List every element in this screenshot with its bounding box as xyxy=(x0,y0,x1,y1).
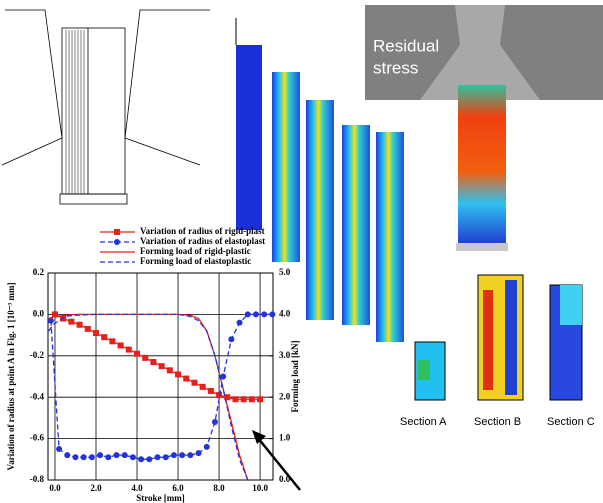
x-tick-label: 0.0 xyxy=(49,483,61,493)
marker xyxy=(142,354,149,361)
y2-tick-label: 5.0 xyxy=(279,267,291,277)
legend-label: Variation of radius of elastoplast xyxy=(140,236,265,246)
legend-marker xyxy=(114,229,120,235)
marker xyxy=(117,342,124,349)
legend-marker xyxy=(114,239,120,245)
y2-tick-label: 0.0 xyxy=(279,474,291,484)
x-tick-label: 10.0 xyxy=(252,483,268,493)
legend-label: Forming load of rigid-plastic xyxy=(140,246,251,256)
y-tick-label: -0.8 xyxy=(30,474,45,484)
marker xyxy=(121,452,128,459)
marker xyxy=(191,379,198,386)
marker xyxy=(261,311,268,318)
marker xyxy=(150,359,157,366)
y2-tick-label: 3.0 xyxy=(279,350,291,360)
marker xyxy=(92,330,99,337)
marker xyxy=(203,443,210,450)
marker xyxy=(154,454,161,461)
marker xyxy=(252,311,259,318)
marker xyxy=(158,363,165,370)
y-tick-label: -0.4 xyxy=(30,391,45,401)
residual-label: stress xyxy=(373,58,418,77)
marker xyxy=(101,334,108,341)
y2-axis-label: Forming load [kN] xyxy=(290,340,300,412)
chart: -0.8 -0.6 -0.4 -0.2 0.0 0.2 0.0 1.0 2.0 3.0 4.0 5.0… xyxy=(6,226,300,503)
marker xyxy=(129,454,136,461)
legend-label: Variation of radius of rigid-plast xyxy=(140,226,265,236)
marker xyxy=(80,454,87,461)
marker xyxy=(88,454,95,461)
marker xyxy=(257,396,264,403)
marker xyxy=(109,338,116,345)
marker xyxy=(195,450,202,457)
x-tick-label: 4.0 xyxy=(131,483,143,493)
section-label: Section B xyxy=(474,416,521,428)
marker xyxy=(51,311,58,318)
marker xyxy=(199,383,206,390)
marker xyxy=(224,394,231,401)
marker xyxy=(84,325,91,332)
marker xyxy=(228,336,235,343)
marker xyxy=(97,452,104,459)
section-images: Section A Section B Section C xyxy=(400,274,595,428)
marker xyxy=(134,350,141,357)
y-axis-label: Variation of radius at point A in Fig. 1… xyxy=(6,283,16,471)
y-tick-label: 0.0 xyxy=(33,308,45,318)
marker xyxy=(240,396,247,403)
y-tick-label: -0.2 xyxy=(30,350,45,360)
marker xyxy=(76,321,83,328)
legend-label: Forming load of elastoplastic xyxy=(140,256,251,266)
marker xyxy=(244,311,251,318)
marker xyxy=(211,419,218,426)
marker xyxy=(216,392,223,399)
marker xyxy=(113,452,120,459)
series-line xyxy=(50,313,273,460)
marker xyxy=(170,452,177,459)
marker xyxy=(105,454,112,461)
x-axis-label: Stroke [mm] xyxy=(136,493,185,503)
marker xyxy=(162,454,169,461)
marker xyxy=(207,387,214,394)
marker xyxy=(68,318,75,325)
section-label: Section A xyxy=(400,416,447,428)
x-tick-label: 2.0 xyxy=(90,483,102,493)
arrow xyxy=(257,437,301,491)
arrow-head xyxy=(252,430,266,444)
y2-tick-label: 2.0 xyxy=(279,391,291,401)
marker xyxy=(220,373,227,380)
residual-panel: Residual stress xyxy=(365,5,603,251)
section-label: Section C xyxy=(547,416,595,428)
marker xyxy=(64,452,71,459)
marker xyxy=(166,367,173,374)
die-schematic xyxy=(1,9,210,205)
y-tick-label: -0.6 xyxy=(30,433,45,443)
marker xyxy=(187,452,194,459)
marker xyxy=(269,311,276,318)
y2-tick-label: 1.0 xyxy=(279,433,291,443)
x-tick-label: 6.0 xyxy=(172,483,184,493)
marker xyxy=(236,319,243,326)
residual-label: Residual xyxy=(373,36,439,55)
y2-tick-label: 4.0 xyxy=(279,308,291,318)
marker xyxy=(183,375,190,382)
marker xyxy=(146,456,153,463)
plot-frame xyxy=(47,272,274,481)
series-line xyxy=(48,313,249,481)
marker xyxy=(232,396,239,403)
series-line xyxy=(48,313,249,481)
marker xyxy=(248,396,255,403)
marker xyxy=(175,371,182,378)
marker xyxy=(72,454,79,461)
marker xyxy=(125,346,132,353)
marker xyxy=(138,456,145,463)
y-tick-label: 0.2 xyxy=(33,267,45,277)
marker xyxy=(47,317,54,324)
marker xyxy=(56,445,63,452)
marker xyxy=(179,452,186,459)
x-tick-label: 8.0 xyxy=(213,483,225,493)
simulation-strips xyxy=(235,18,404,342)
